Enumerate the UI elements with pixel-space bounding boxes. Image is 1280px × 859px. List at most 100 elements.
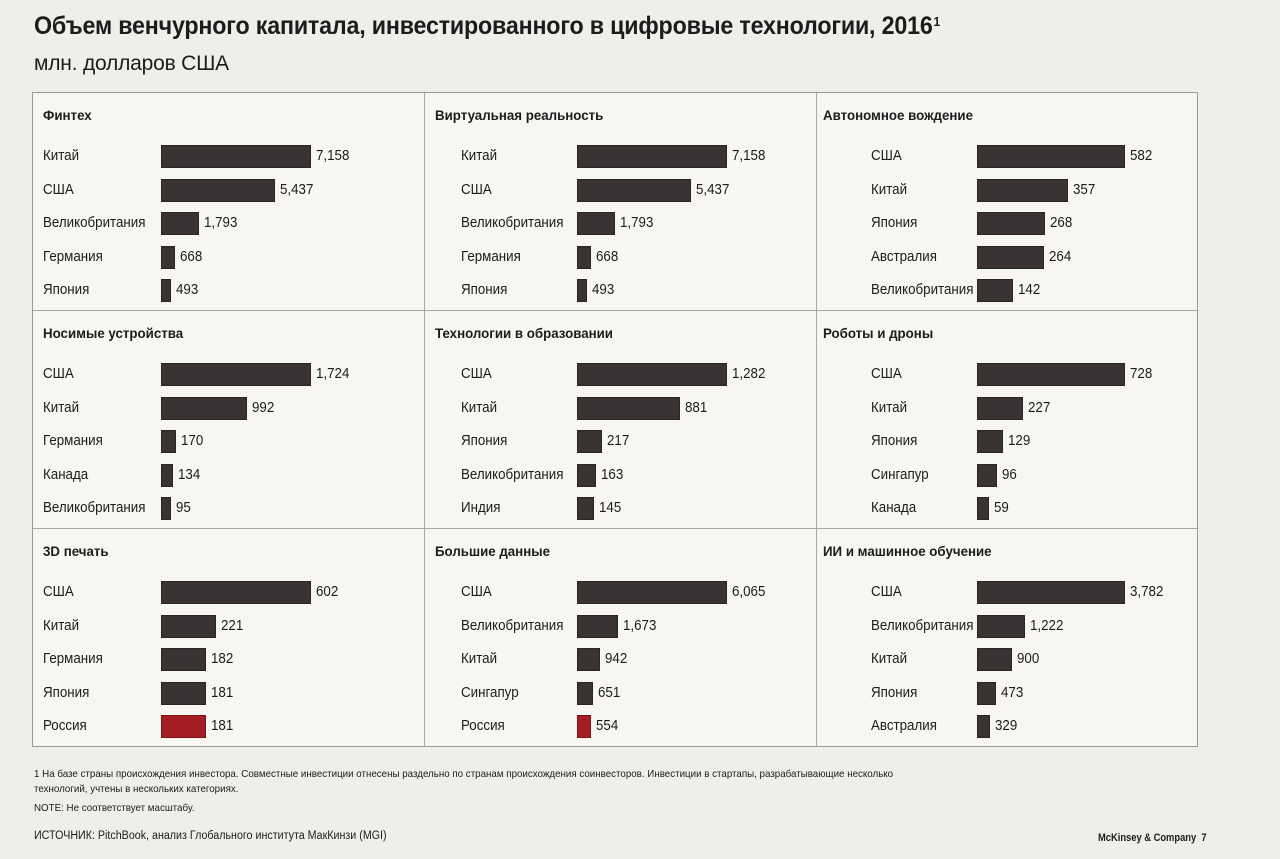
title-footnote-mark: 1 — [933, 14, 941, 29]
bar — [161, 396, 247, 420]
bar-row: Германия 668 — [425, 245, 816, 270]
bar-row: Япония 473 — [817, 681, 1197, 706]
category-label: Германия — [43, 651, 103, 667]
value-label: 668 — [596, 248, 619, 265]
category-label: Япония — [43, 684, 90, 701]
value-label: 217 — [607, 433, 630, 449]
value-label: 1,222 — [1030, 617, 1064, 634]
bar — [161, 430, 176, 453]
bar — [577, 279, 587, 302]
panel-title: Автономное вождение — [823, 107, 973, 123]
category-label: Германия — [43, 433, 103, 449]
value-label: 493 — [592, 282, 615, 298]
value-label: 96 — [1002, 466, 1017, 483]
bar — [977, 212, 1045, 235]
panel-2: Виртуальная реальность Китай 7,158 США 5,437… — [425, 93, 817, 311]
bar — [977, 497, 989, 520]
bar — [977, 648, 1012, 671]
bar-row: Великобритания 1,673 — [425, 614, 816, 639]
bar — [577, 178, 691, 202]
category-label: Россия — [43, 718, 87, 734]
brand-footer: McKinsey & Company 7 — [1098, 832, 1207, 844]
panel-title: Технологии в образовании — [435, 325, 613, 341]
value-label: 181 — [211, 718, 234, 734]
bar — [577, 497, 594, 520]
category-label: Япония — [461, 282, 508, 298]
value-label: 182 — [211, 651, 234, 667]
bar — [161, 279, 171, 302]
category-label: США — [43, 181, 74, 198]
panel-7: 3D печать США 602 Китай 221 Германия 182 Япония… — [33, 529, 425, 746]
category-label: Китай — [871, 181, 908, 198]
panel-title: Большие данные — [435, 543, 550, 559]
category-label: Китай — [461, 399, 498, 416]
bar — [577, 363, 727, 386]
bar — [161, 463, 173, 487]
bar — [161, 145, 311, 168]
panel-title: Носимые устройства — [43, 325, 184, 341]
bar — [977, 715, 990, 738]
bar-row: Великобритания 1,793 — [33, 212, 424, 236]
bar-row: США 6,065 — [425, 581, 816, 605]
category-label: Китай — [43, 148, 80, 164]
bar — [161, 648, 206, 671]
bar — [161, 363, 311, 386]
category-label: США — [461, 584, 492, 600]
value-label: 651 — [598, 684, 621, 701]
value-label: 881 — [685, 399, 708, 416]
category-label: Япония — [871, 215, 918, 231]
bar-row: Китай 942 — [425, 648, 816, 672]
source-note: ИСТОЧНИК: PitchBook, анализ Глобального … — [34, 830, 387, 842]
category-label: Индия — [461, 500, 501, 516]
category-label: Германия — [43, 248, 103, 265]
category-label: США — [871, 366, 902, 382]
bar-row: Россия 181 — [33, 715, 424, 739]
bar — [977, 614, 1025, 638]
bar-row: Япония 181 — [33, 681, 424, 706]
bar-row: Сингапур 96 — [817, 463, 1197, 488]
category-label: Великобритания — [871, 617, 974, 634]
category-label: Великобритания — [871, 282, 974, 298]
value-label: 264 — [1049, 248, 1072, 265]
category-label: Япония — [43, 282, 90, 298]
bar — [977, 145, 1125, 168]
bar — [577, 245, 591, 269]
category-label: Сингапур — [461, 684, 519, 701]
value-label: 170 — [181, 433, 204, 449]
category-label: Китай — [43, 399, 80, 416]
value-label: 900 — [1017, 651, 1040, 667]
category-label: Россия — [461, 718, 505, 734]
bar-row: Сингапур 651 — [425, 681, 816, 706]
category-label: Китай — [871, 399, 908, 416]
category-label: США — [871, 148, 902, 164]
bar — [577, 648, 600, 671]
bar-row: Канада 134 — [33, 463, 424, 488]
footnote: 1 На базе страны происхождения инвестора… — [34, 768, 894, 795]
category-label: Германия — [461, 248, 521, 265]
value-label: 668 — [180, 248, 203, 265]
panel-8: Большие данные США 6,065 Великобритания 1,67… — [425, 529, 817, 746]
bar — [161, 178, 275, 202]
value-label: 6,065 — [732, 584, 766, 600]
bar-row: Великобритания 95 — [33, 497, 424, 521]
bar-row: Япония 129 — [817, 430, 1197, 454]
bar-row: Китай 881 — [425, 396, 816, 421]
chart-subtitle: млн. долларов США — [34, 52, 229, 75]
category-label: Великобритания — [43, 215, 146, 231]
bar — [977, 581, 1125, 604]
bar-row: Япония 217 — [425, 430, 816, 454]
bar — [577, 614, 618, 638]
bar-row: Индия 145 — [425, 497, 816, 521]
value-label: 1,724 — [316, 366, 350, 382]
bar-row: США 582 — [817, 145, 1197, 169]
category-label: США — [461, 366, 492, 382]
bar — [577, 396, 680, 420]
value-label: 329 — [995, 718, 1018, 734]
value-label: 473 — [1001, 684, 1024, 701]
bar-row: Китай 900 — [817, 648, 1197, 672]
value-label: 493 — [176, 282, 199, 298]
category-label: Канада — [871, 500, 917, 516]
panel-5: Технологии в образовании США 1,282 Китай 881… — [425, 311, 817, 529]
panel-title: 3D печать — [43, 543, 109, 559]
value-label: 163 — [601, 466, 624, 483]
